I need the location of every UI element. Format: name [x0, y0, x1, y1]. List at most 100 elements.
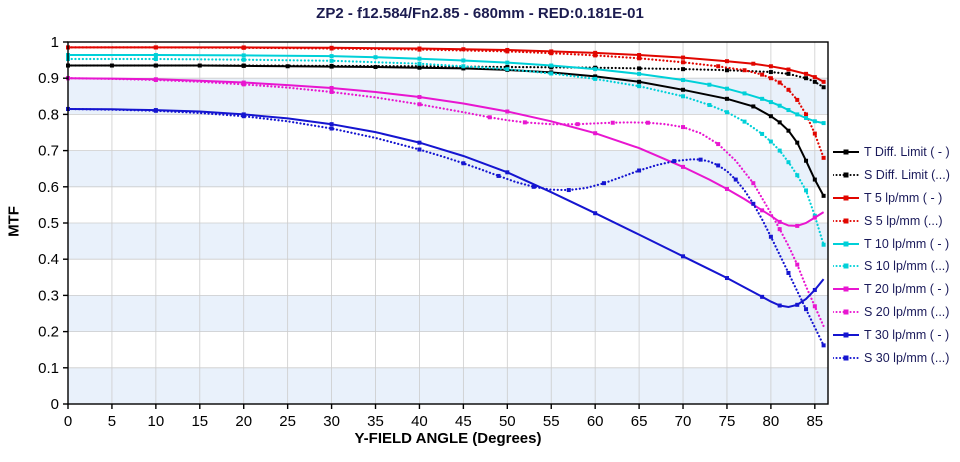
marker-t10: [637, 71, 642, 76]
legend-marker-t20: [843, 286, 849, 292]
marker-s10: [777, 148, 782, 153]
marker-s30: [496, 173, 501, 178]
marker-t-diff: [812, 177, 817, 182]
y-tick-label: 0.2: [38, 324, 59, 341]
marker-s10: [681, 94, 686, 99]
plot-stripe: [68, 114, 828, 151]
marker-s10: [724, 110, 729, 115]
marker-s30: [241, 114, 246, 119]
marker-t10: [812, 119, 817, 124]
marker-s-diff: [768, 70, 773, 75]
marker-s5: [716, 64, 721, 69]
marker-t10: [329, 54, 334, 59]
chart-title: ZP2 - f12.584/Fn2.85 - 680mm - RED:0.181…: [316, 5, 644, 22]
marker-s10: [821, 242, 826, 247]
marker-t30: [329, 122, 334, 127]
marker-s10: [637, 84, 642, 89]
marker-t10: [795, 112, 800, 117]
marker-t20: [681, 164, 686, 169]
y-tick-label: 0.1: [38, 360, 59, 377]
marker-t20: [812, 215, 817, 220]
x-tick-label: 20: [235, 413, 252, 430]
marker-t30: [795, 302, 800, 307]
marker-t-diff: [768, 114, 773, 119]
x-tick-label: 0: [64, 413, 72, 430]
legend-marker-t30: [843, 332, 849, 338]
marker-t-diff: [285, 64, 290, 69]
legend-marker-s10: [843, 263, 849, 269]
marker-s20: [610, 120, 615, 125]
y-tick-label: 0.3: [38, 287, 59, 304]
legend-item-s5: S 5 lp/mm (...): [833, 209, 950, 232]
legend-label-s30: S 30 lp/mm (...): [864, 350, 950, 365]
marker-s30: [637, 168, 642, 173]
marker-s20: [487, 115, 492, 120]
marker-s-diff: [505, 64, 510, 69]
marker-t-diff: [751, 104, 756, 109]
series-t5: [68, 46, 825, 83]
series-t20: [67, 77, 825, 227]
marker-s30: [698, 157, 703, 162]
series-s10: [66, 57, 825, 246]
marker-s5: [593, 53, 598, 58]
y-tick-label: 0.8: [38, 106, 59, 123]
x-axis-label: Y-FIELD ANGLE (Degrees): [354, 430, 542, 447]
x-tick-label: 10: [148, 413, 165, 430]
marker-s10: [505, 67, 510, 72]
x-tick-label: 70: [675, 413, 692, 430]
marker-t20: [329, 85, 334, 90]
marker-t20: [417, 95, 422, 100]
marker-t10: [417, 56, 422, 61]
legend-marker-s5: [843, 218, 849, 224]
marker-t5: [681, 55, 686, 60]
marker-s10: [417, 61, 422, 66]
marker-t30: [417, 140, 422, 145]
marker-t5: [751, 61, 756, 66]
marker-s30: [672, 159, 677, 164]
marker-s-diff: [681, 67, 686, 72]
marker-s5: [821, 155, 826, 160]
marker-s20: [795, 262, 800, 267]
marker-s20: [645, 120, 650, 125]
x-tick-label: 30: [323, 413, 340, 430]
x-tick-label: 85: [806, 413, 823, 430]
plot-stripe: [68, 367, 828, 404]
marker-s20: [329, 89, 334, 94]
marker-s20: [241, 82, 246, 87]
marker-t-diff: [804, 158, 809, 163]
y-tick-label: 0: [51, 396, 59, 413]
legend-label-s5: S 5 lp/mm (...): [864, 213, 943, 228]
marker-t30: [505, 170, 510, 175]
legend-label-s20: S 20 lp/mm (...): [864, 304, 950, 319]
marker-s5: [786, 87, 791, 92]
marker-t10: [549, 63, 554, 68]
marker-s20: [716, 142, 721, 147]
legend-item-s20: S 20 lp/mm (...): [833, 301, 950, 324]
legend-marker-t10: [843, 241, 849, 247]
plot-stripe: [68, 186, 828, 223]
marker-s5: [681, 60, 686, 65]
marker-t-diff: [724, 96, 729, 101]
legend-label-t-diff: T Diff. Limit ( - ): [864, 145, 950, 160]
marker-s20: [153, 78, 158, 83]
marker-s10: [153, 57, 158, 62]
marker-t5: [593, 50, 598, 55]
legend-sample-s20: [833, 309, 859, 315]
marker-s5: [241, 45, 246, 50]
marker-t10: [821, 121, 826, 126]
marker-t10: [760, 96, 765, 101]
marker-t30: [777, 303, 782, 308]
marker-t20: [593, 131, 598, 136]
series-t30: [67, 108, 825, 309]
plot-stripe: [68, 259, 828, 296]
legend-item-t20: T 20 lp/mm ( - ): [833, 278, 950, 301]
x-tick-label: 65: [631, 413, 648, 430]
legend: T Diff. Limit ( - ) S Diff. Limit (...) T …: [833, 141, 950, 369]
marker-s10: [804, 188, 809, 193]
marker-s20: [522, 120, 527, 125]
marker-s30: [461, 161, 466, 166]
marker-s-diff: [724, 68, 729, 73]
marker-t10: [804, 116, 809, 121]
marker-s-diff: [153, 63, 158, 68]
